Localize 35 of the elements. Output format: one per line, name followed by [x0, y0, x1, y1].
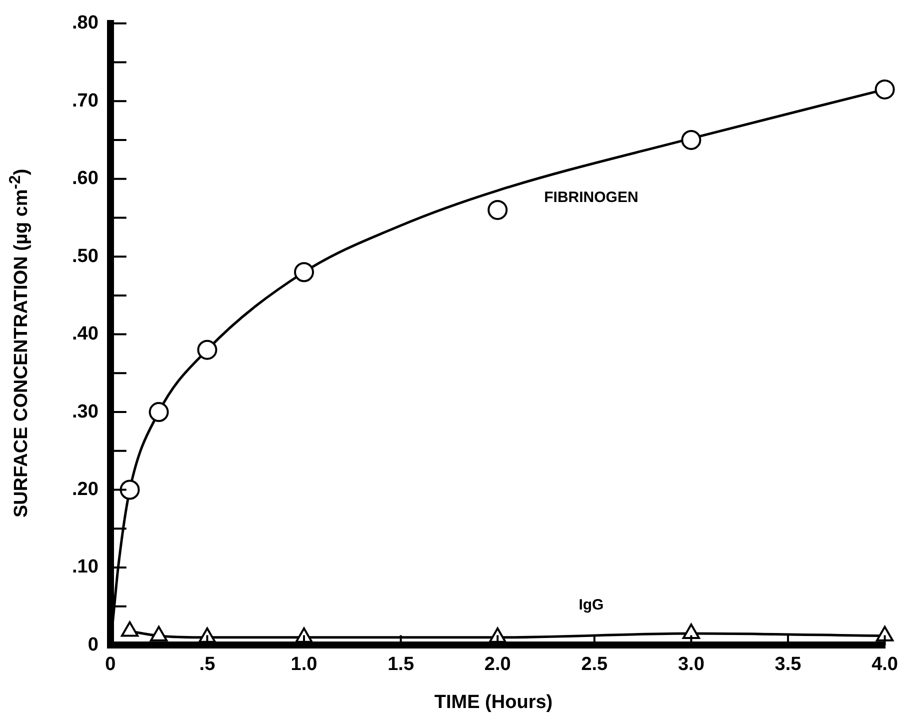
point: [120, 480, 140, 500]
point: [148, 402, 169, 422]
x-tick-label: 0: [105, 654, 116, 675]
point: [198, 627, 216, 643]
point: [488, 200, 508, 220]
text: FIBRINOGEN: [544, 188, 638, 206]
point: [876, 626, 894, 642]
x-tick-label: .5: [199, 654, 216, 675]
x-axis-title: TIME (Hours): [433, 692, 554, 714]
point: [681, 130, 702, 150]
point: [874, 79, 895, 100]
x-tick-label: 1.5: [388, 654, 414, 675]
y-tick-label: 0: [88, 634, 98, 656]
x-tick-label: 1.0: [290, 654, 318, 675]
y-tick-label: .30: [72, 401, 98, 422]
y-tick-label: .80: [72, 12, 98, 34]
x-tick-label: 3.0: [678, 654, 704, 675]
y-tick-label: .10: [72, 556, 98, 578]
x-tick-label: 3.5: [774, 654, 802, 675]
y-tick-label: .20: [72, 478, 98, 500]
point: [488, 627, 506, 643]
point: [150, 626, 168, 642]
x-tick-label: 4.0: [872, 654, 898, 675]
y-tick-label: .40: [72, 324, 98, 345]
x-tick-label: 2.5: [581, 654, 608, 675]
y-tick-label: .60: [72, 168, 98, 190]
point: [295, 627, 313, 643]
point: [120, 621, 139, 637]
point: [197, 340, 218, 360]
y-tick-label: .50: [72, 246, 98, 267]
point: [682, 624, 700, 640]
x-tick-label: 2.0: [484, 654, 511, 675]
point: [294, 262, 314, 282]
series-label: IgG: [578, 596, 604, 614]
y-tick-label: .70: [72, 90, 98, 112]
